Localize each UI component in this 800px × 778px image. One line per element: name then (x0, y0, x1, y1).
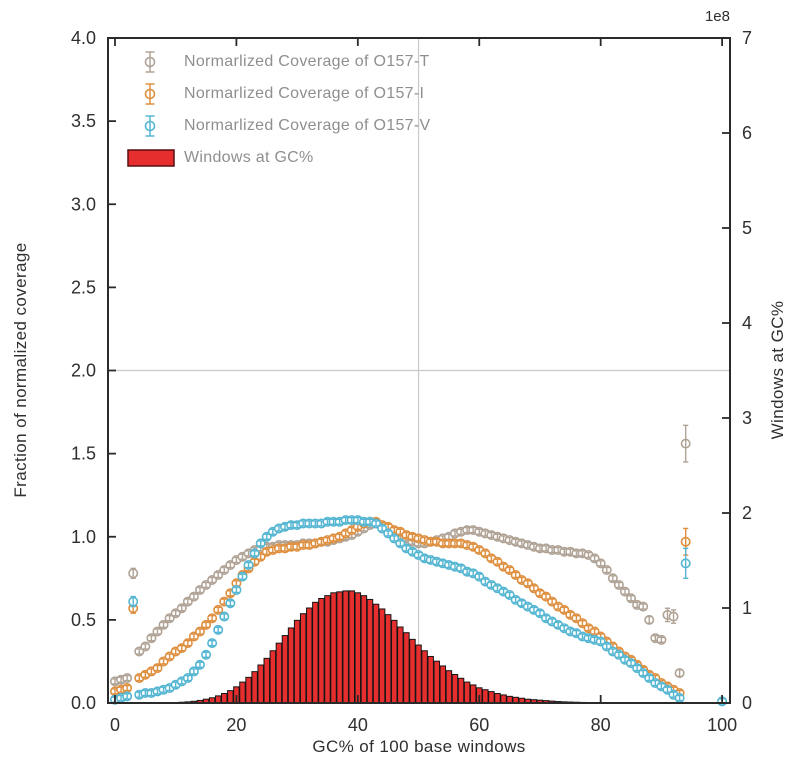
svg-text:3: 3 (742, 408, 752, 428)
svg-text:0.5: 0.5 (71, 610, 96, 630)
svg-text:7: 7 (742, 28, 752, 48)
x-axis-label: GC% of 100 base windows (312, 737, 526, 756)
legend-label-o157-t: Normarlized Coverage of O157-T (184, 53, 430, 70)
errorbar-marker-o157-i-icon (126, 81, 176, 107)
svg-text:60: 60 (469, 715, 489, 735)
legend-label-windows-at-gc: Windows at GC% (184, 149, 314, 166)
svg-text:100: 100 (707, 715, 737, 735)
svg-text:1.0: 1.0 (71, 527, 96, 547)
svg-text:0.0: 0.0 (71, 693, 96, 713)
right-axis-offset-text: 1e8 (704, 8, 730, 25)
svg-text:4: 4 (742, 313, 752, 333)
legend-row-o157-i: Normarlized Coverage of O157-I (126, 78, 430, 110)
svg-text:80: 80 (591, 715, 611, 735)
svg-text:3.0: 3.0 (71, 194, 96, 214)
red-histogram-swatch-icon (126, 145, 176, 171)
svg-text:5: 5 (742, 218, 752, 238)
svg-text:2: 2 (742, 503, 752, 523)
svg-text:2.0: 2.0 (71, 361, 96, 381)
svg-text:2.5: 2.5 (71, 277, 96, 297)
svg-text:1: 1 (742, 598, 752, 618)
legend-row-o157-v: Normarlized Coverage of O157-V (126, 110, 430, 142)
errorbar-marker-o157-t-icon (126, 49, 176, 75)
legend-label-o157-v: Normarlized Coverage of O157-V (184, 117, 431, 134)
legend: Normarlized Coverage of O157-T Normarliz… (126, 46, 430, 174)
svg-text:0: 0 (110, 715, 120, 735)
svg-text:4.0: 4.0 (71, 28, 96, 48)
errorbar-marker-o157-v-icon (126, 113, 176, 139)
svg-text:0: 0 (742, 693, 752, 713)
svg-text:40: 40 (348, 715, 368, 735)
svg-text:1.5: 1.5 (71, 444, 96, 464)
legend-row-windows-at-gc: Windows at GC% (126, 142, 430, 174)
legend-label-o157-i: Normarlized Coverage of O157-I (184, 85, 425, 102)
legend-row-o157-t: Normarlized Coverage of O157-T (126, 46, 430, 78)
svg-text:20: 20 (226, 715, 246, 735)
svg-text:3.5: 3.5 (71, 111, 96, 131)
svg-text:6: 6 (742, 123, 752, 143)
y-axis-label-left: Fraction of normalized coverage (11, 242, 30, 498)
y-axis-label-right: Windows at GC% (768, 300, 787, 440)
